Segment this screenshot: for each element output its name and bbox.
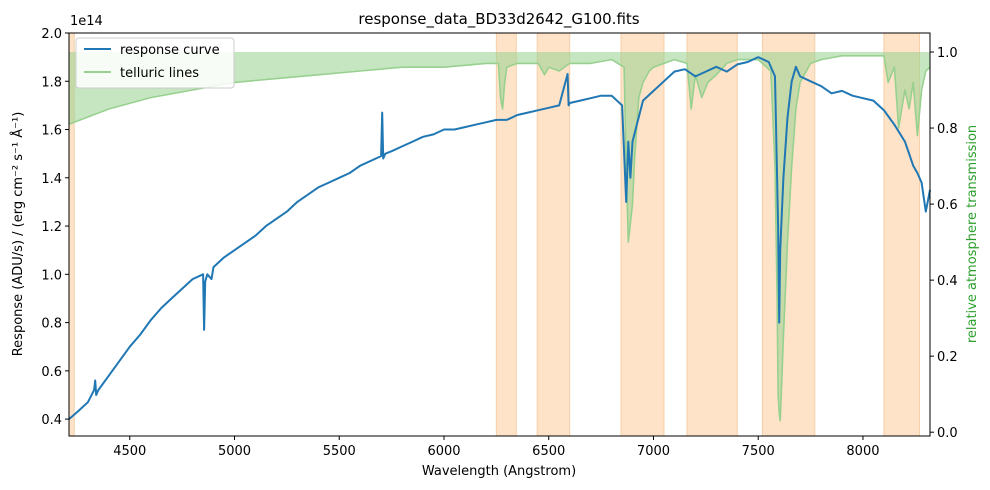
- y-right-tick-label: 1.0: [937, 46, 958, 61]
- y-left-tick-label: 0.4: [41, 413, 62, 428]
- y-left-tick-label: 1.6: [41, 124, 62, 139]
- y-left-tick-label: 1.2: [41, 220, 62, 235]
- x-tick-label: 4500: [113, 444, 146, 459]
- x-axis: 4500 5000 5500 6000 6500 7000 7500 8000: [113, 436, 880, 459]
- y-right-tick-label: 0.4: [937, 274, 958, 289]
- y-left-tick-label: 0.6: [41, 365, 62, 380]
- response-line-layer: [68, 56, 931, 420]
- y-left-tick-label: 0.8: [41, 317, 62, 332]
- y-axis-left-label: Response (ADU/s) / (erg cm⁻² s⁻¹ Å⁻¹): [10, 112, 26, 357]
- x-tick-label: 6000: [427, 444, 460, 459]
- y-left-tick-label: 2.0: [41, 27, 62, 42]
- series-line-response-curve: [68, 56, 931, 420]
- telluric-absorption-fill: [69, 52, 930, 421]
- y-left-tick-label: 1.0: [41, 268, 62, 283]
- telluric-band-2: [536, 32, 571, 437]
- y-offset-text: 1e14: [70, 14, 103, 29]
- y-left-tick-label: 1.4: [41, 172, 62, 187]
- x-tick-label: 7000: [637, 444, 670, 459]
- y-right-tick-label: 0.6: [937, 198, 958, 213]
- x-tick-label: 5500: [323, 444, 356, 459]
- y-left-tick-label: 1.8: [41, 75, 62, 90]
- x-tick-label: 7500: [742, 444, 775, 459]
- y-right-tick-label: 0.0: [937, 426, 958, 441]
- legend-box: [75, 37, 235, 89]
- plot-frame: [68, 32, 931, 437]
- y-right-tick-label: 0.2: [937, 350, 958, 365]
- telluric-band-4: [686, 32, 738, 437]
- y-axis-right-label: relative atmosphere transmission: [965, 125, 980, 343]
- series-line-telluric-lines: [68, 54, 931, 422]
- x-tick-label: 6500: [532, 444, 565, 459]
- chart-title: response_data_BD33d2642_G100.fits: [358, 10, 639, 29]
- legend-label-telluric-lines: telluric lines: [120, 66, 199, 81]
- y-right-tick-label: 0.8: [937, 122, 958, 137]
- x-axis-label: Wavelength (Angstrom): [422, 464, 576, 479]
- x-tick-label: 8000: [846, 444, 879, 459]
- telluric-band-1: [495, 32, 517, 437]
- legend-label-response-curve: response curve: [120, 43, 220, 58]
- y-axis-right: 0.0 0.2 0.4 0.6 0.8 1.0: [930, 46, 958, 441]
- legend: response curve telluric lines: [75, 37, 235, 89]
- telluric-line-layer: [68, 52, 931, 422]
- y-axis-left: 0.4 0.6 0.8 1.0 1.2 1.4 1.6 1.8 2.0: [41, 27, 69, 428]
- x-tick-label: 5000: [218, 444, 251, 459]
